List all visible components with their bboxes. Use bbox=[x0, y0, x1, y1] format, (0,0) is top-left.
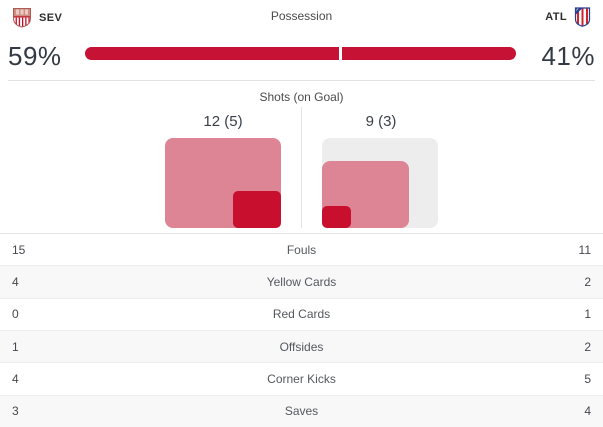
table-row: 4 Corner Kicks 5 bbox=[0, 362, 603, 395]
away-stat-value: 4 bbox=[584, 404, 591, 419]
away-team-header: ATL bbox=[545, 7, 591, 27]
home-stat-value: 4 bbox=[12, 371, 19, 386]
away-stat-value: 2 bbox=[584, 274, 591, 289]
stat-label: Yellow Cards bbox=[266, 274, 337, 289]
home-team-abbr: SEV bbox=[39, 11, 63, 24]
shots-chart bbox=[0, 138, 603, 228]
home-shots-label: 12 (5) bbox=[203, 113, 243, 130]
shots-center-divider bbox=[301, 107, 302, 228]
away-stat-value: 1 bbox=[584, 307, 591, 322]
away-team-abbr: ATL bbox=[545, 11, 567, 23]
home-team-header: SEV bbox=[12, 7, 62, 28]
away-stat-value: 2 bbox=[584, 339, 591, 354]
atletico-crest-icon bbox=[574, 7, 591, 27]
away-stat-value: 5 bbox=[584, 371, 591, 386]
table-row: 3 Saves 4 bbox=[0, 394, 603, 427]
stat-label: Corner Kicks bbox=[267, 371, 336, 386]
home-stat-value: 15 bbox=[12, 242, 26, 257]
stat-label: Saves bbox=[284, 404, 319, 419]
possession-bar-away bbox=[341, 47, 516, 60]
home-stat-value: 3 bbox=[12, 404, 19, 419]
possession-bar-home bbox=[85, 47, 340, 60]
home-possession-percent: 59% bbox=[8, 41, 62, 71]
stat-label: Red Cards bbox=[272, 307, 331, 322]
table-row: 4 Yellow Cards 2 bbox=[0, 265, 603, 298]
away-possession-percent: 41% bbox=[541, 41, 595, 71]
table-row: 1 Offsides 2 bbox=[0, 329, 603, 363]
section-divider bbox=[8, 80, 595, 81]
home-stat-value: 1 bbox=[12, 339, 19, 354]
possession-section-title: Possession bbox=[270, 9, 333, 23]
shots-section-title: Shots (on Goal) bbox=[259, 90, 344, 104]
table-row: 15 Fouls 11 bbox=[0, 233, 603, 266]
home-stat-value: 0 bbox=[12, 307, 19, 322]
stat-label: Offsides bbox=[279, 339, 324, 354]
away-shots-label: 9 (3) bbox=[365, 113, 397, 130]
stat-label: Fouls bbox=[286, 242, 317, 257]
table-row: 0 Red Cards 1 bbox=[0, 297, 603, 330]
away-stat-value: 11 bbox=[578, 242, 591, 257]
sevilla-crest-icon bbox=[12, 7, 32, 28]
home-ongoal-box bbox=[232, 190, 281, 228]
stats-table: 15 Fouls 11 4 Yellow Cards 2 0 Red Cards… bbox=[0, 233, 603, 427]
home-stat-value: 4 bbox=[12, 274, 19, 289]
away-ongoal-box bbox=[322, 205, 351, 228]
possession-bar bbox=[85, 47, 516, 60]
